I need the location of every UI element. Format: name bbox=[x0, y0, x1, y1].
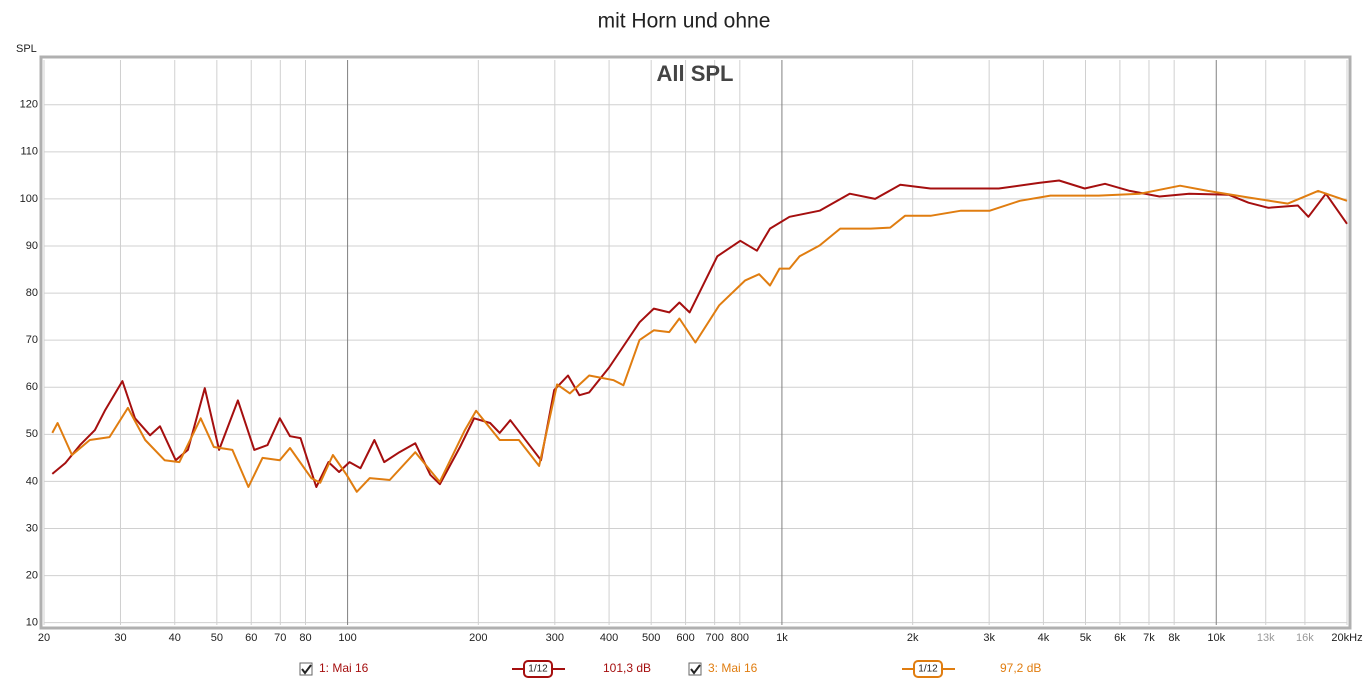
chart-subtitle: All SPL bbox=[656, 61, 733, 86]
y-tick-label: 70 bbox=[26, 334, 38, 346]
y-tick-label: 110 bbox=[20, 146, 38, 158]
x-tick-label: 80 bbox=[299, 632, 311, 644]
x-tick-label: 800 bbox=[731, 632, 749, 644]
x-tick-label: 60 bbox=[245, 632, 257, 644]
legend-smoothing: 1/12 bbox=[528, 664, 548, 675]
x-tick-label: 30 bbox=[114, 632, 126, 644]
x-tick-label: 70 bbox=[274, 632, 286, 644]
y-tick-label: 10 bbox=[26, 617, 38, 629]
legend-checkbox[interactable] bbox=[688, 662, 702, 676]
legend-check bbox=[690, 664, 701, 675]
legend-level: 101,3 dB bbox=[603, 661, 651, 675]
chart-title: mit Horn und ohne bbox=[598, 10, 771, 33]
y-tick-label: 20 bbox=[26, 569, 38, 581]
y-tick-label: 30 bbox=[26, 522, 38, 534]
legend-label[interactable]: 3: Mai 16 bbox=[708, 661, 758, 675]
x-tick-label: 700 bbox=[705, 632, 723, 644]
x-tick-label: 40 bbox=[169, 632, 181, 644]
legend-smoothing-box[interactable] bbox=[523, 660, 553, 678]
x-tick-label: 400 bbox=[600, 632, 618, 644]
x-tick-label: 2k bbox=[907, 632, 919, 644]
x-tick-label: 300 bbox=[546, 632, 564, 644]
y-tick-label: 50 bbox=[26, 428, 38, 440]
x-tick-label: 10k bbox=[1207, 632, 1225, 644]
legend: 1: Mai 16 1/12 101,3 dB 3: Mai 16 1/12 97,2 d… bbox=[299, 660, 1041, 678]
legend-check bbox=[301, 664, 312, 675]
x-tick-label: 5k bbox=[1080, 632, 1092, 644]
x-tick-label: 100 bbox=[338, 632, 356, 644]
x-tick-label: 6k bbox=[1114, 632, 1126, 644]
y-tick-label: 100 bbox=[20, 193, 38, 205]
x-tick-label: 7k bbox=[1143, 632, 1155, 644]
x-tick-label: 4k bbox=[1038, 632, 1050, 644]
legend-label[interactable]: 1: Mai 16 bbox=[319, 661, 369, 675]
lines bbox=[51, 179, 1348, 493]
x-tick-label: 50 bbox=[211, 632, 223, 644]
x-tick-label: 13k bbox=[1257, 632, 1275, 644]
legend-checkbox[interactable] bbox=[299, 662, 313, 676]
x-tick-label: 20 bbox=[38, 632, 50, 644]
legend-smoothing-box[interactable] bbox=[913, 660, 943, 678]
x-tick-label: 500 bbox=[642, 632, 660, 644]
y-axis-label: SPL bbox=[16, 43, 37, 55]
x-tick-label: 3k bbox=[983, 632, 995, 644]
x-tick-label: 20kHz bbox=[1331, 632, 1362, 644]
legend-smoothing: 1/12 bbox=[918, 664, 938, 675]
series-line bbox=[51, 184, 1348, 493]
x-tick-label: 8k bbox=[1168, 632, 1180, 644]
y-tick-label: 90 bbox=[26, 240, 38, 252]
x-tick-label: 600 bbox=[676, 632, 694, 644]
y-tick-label: 60 bbox=[26, 381, 38, 393]
x-tick-label: 200 bbox=[469, 632, 487, 644]
x-tick-label: 16k bbox=[1296, 632, 1314, 644]
y-tick-label: 80 bbox=[26, 287, 38, 299]
grid bbox=[43, 60, 1348, 625]
y-tick-label: 120 bbox=[20, 99, 38, 111]
legend-level: 97,2 dB bbox=[1000, 661, 1041, 675]
y-tick-label: 40 bbox=[26, 475, 38, 487]
x-tick-label: 1k bbox=[776, 632, 788, 644]
